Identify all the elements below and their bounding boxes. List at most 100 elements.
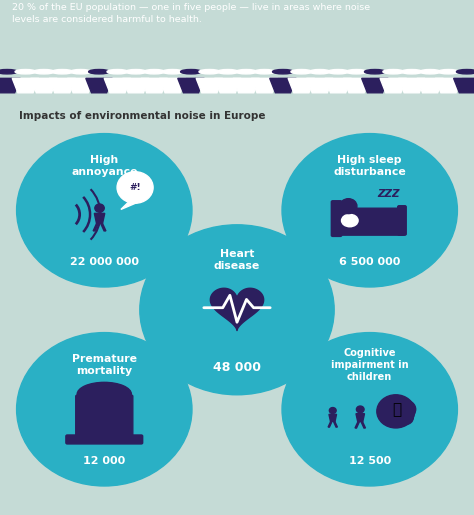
Polygon shape <box>178 78 204 93</box>
Circle shape <box>140 225 334 395</box>
Text: ZZZ: ZZZ <box>377 188 400 199</box>
Circle shape <box>419 70 440 74</box>
Polygon shape <box>104 78 131 93</box>
Polygon shape <box>325 78 351 93</box>
Circle shape <box>365 70 385 74</box>
Polygon shape <box>141 78 167 93</box>
Polygon shape <box>100 223 106 231</box>
Polygon shape <box>233 78 259 93</box>
FancyBboxPatch shape <box>76 395 133 441</box>
Polygon shape <box>121 201 137 210</box>
Text: High sleep
disturbance: High sleep disturbance <box>333 155 406 177</box>
Polygon shape <box>93 223 99 231</box>
Circle shape <box>17 333 192 486</box>
Circle shape <box>144 70 164 74</box>
Circle shape <box>329 407 336 414</box>
Circle shape <box>236 70 256 74</box>
Text: Premature
mortality: Premature mortality <box>72 354 137 376</box>
Circle shape <box>328 70 348 74</box>
FancyBboxPatch shape <box>66 435 143 444</box>
Circle shape <box>95 204 104 212</box>
Circle shape <box>382 399 405 420</box>
Ellipse shape <box>77 382 131 406</box>
Text: High
annoyance: High annoyance <box>71 155 137 177</box>
Polygon shape <box>361 421 365 428</box>
Polygon shape <box>31 78 57 93</box>
Circle shape <box>15 70 36 74</box>
Polygon shape <box>355 421 359 428</box>
Circle shape <box>218 70 238 74</box>
Polygon shape <box>94 213 105 223</box>
Circle shape <box>456 70 474 74</box>
Polygon shape <box>328 421 332 427</box>
Polygon shape <box>67 78 94 93</box>
Circle shape <box>0 70 18 74</box>
Text: #!: #! <box>129 183 141 192</box>
Circle shape <box>70 70 91 74</box>
FancyBboxPatch shape <box>398 205 406 235</box>
Polygon shape <box>196 78 223 93</box>
Circle shape <box>401 70 422 74</box>
Polygon shape <box>380 78 407 93</box>
Circle shape <box>383 70 404 74</box>
Circle shape <box>52 70 73 74</box>
Polygon shape <box>159 78 186 93</box>
Circle shape <box>273 70 293 74</box>
Circle shape <box>340 199 357 214</box>
Circle shape <box>346 70 367 74</box>
Text: 12 000: 12 000 <box>83 456 126 467</box>
Polygon shape <box>86 78 112 93</box>
Polygon shape <box>356 414 365 421</box>
Polygon shape <box>49 78 75 93</box>
Circle shape <box>34 70 55 74</box>
Polygon shape <box>12 78 39 93</box>
Polygon shape <box>123 78 149 93</box>
Circle shape <box>356 406 364 413</box>
Polygon shape <box>0 78 20 93</box>
Ellipse shape <box>341 214 358 227</box>
Text: 20 % of the EU population — one in five people — live in areas where noise
level: 20 % of the EU population — one in five … <box>12 3 370 24</box>
Polygon shape <box>270 78 296 93</box>
Polygon shape <box>288 78 315 93</box>
Polygon shape <box>333 421 337 427</box>
Circle shape <box>282 333 457 486</box>
Polygon shape <box>329 415 337 421</box>
Circle shape <box>387 410 404 425</box>
Polygon shape <box>362 78 388 93</box>
Circle shape <box>397 410 413 425</box>
FancyBboxPatch shape <box>334 208 405 235</box>
Text: 48 000: 48 000 <box>213 361 261 374</box>
Circle shape <box>107 70 128 74</box>
Circle shape <box>199 70 220 74</box>
Circle shape <box>377 395 415 428</box>
Polygon shape <box>307 78 333 93</box>
Circle shape <box>126 70 146 74</box>
Text: 🧠: 🧠 <box>392 403 401 418</box>
Text: 12 500: 12 500 <box>348 456 391 467</box>
Text: Cognitive
impairment in
children: Cognitive impairment in children <box>331 348 409 382</box>
Polygon shape <box>210 288 264 331</box>
Circle shape <box>181 70 201 74</box>
Circle shape <box>17 133 192 287</box>
Polygon shape <box>251 78 278 93</box>
Text: Impacts of environmental noise in Europe: Impacts of environmental noise in Europe <box>19 111 265 121</box>
Text: 6 500 000: 6 500 000 <box>339 258 401 267</box>
Polygon shape <box>435 78 462 93</box>
Circle shape <box>162 70 183 74</box>
Circle shape <box>254 70 275 74</box>
Circle shape <box>282 133 457 287</box>
Circle shape <box>117 171 153 203</box>
FancyBboxPatch shape <box>331 201 342 236</box>
Text: 22 000 000: 22 000 000 <box>70 258 139 267</box>
Circle shape <box>395 400 416 418</box>
Text: Heart
disease: Heart disease <box>214 249 260 271</box>
Polygon shape <box>399 78 425 93</box>
Circle shape <box>438 70 459 74</box>
Circle shape <box>310 70 330 74</box>
Polygon shape <box>343 78 370 93</box>
Polygon shape <box>454 78 474 93</box>
Polygon shape <box>215 78 241 93</box>
Polygon shape <box>417 78 443 93</box>
Circle shape <box>291 70 312 74</box>
Circle shape <box>89 70 109 74</box>
